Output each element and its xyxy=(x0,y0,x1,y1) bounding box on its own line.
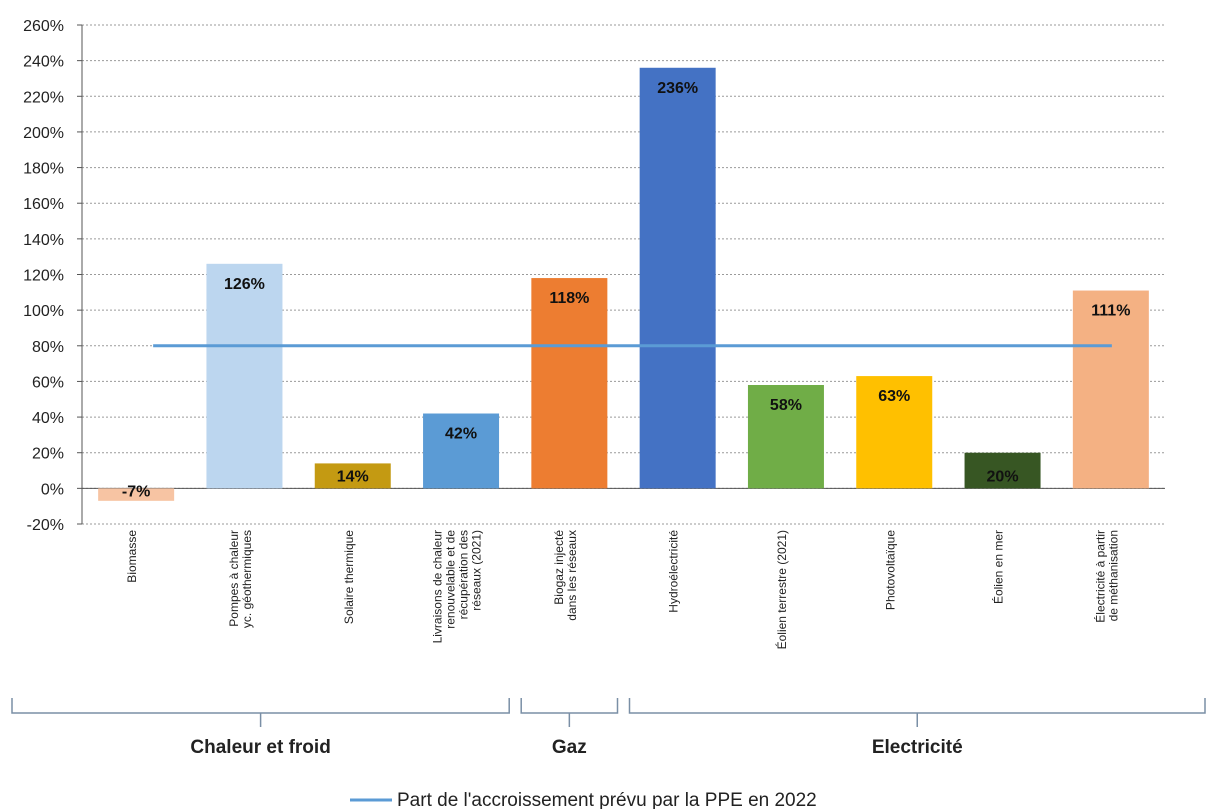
y-tick-label: 120% xyxy=(23,268,64,285)
category-label-line: réseaux (2021) xyxy=(470,530,484,611)
data-label: 111% xyxy=(1091,303,1130,320)
data-label: 14% xyxy=(337,468,369,485)
y-tick-label: 200% xyxy=(23,125,64,142)
y-tick-label: -20% xyxy=(27,517,64,534)
group-label: Chaleur et froid xyxy=(190,737,330,758)
y-tick-label: 140% xyxy=(23,232,64,249)
y-tick-label: 80% xyxy=(32,339,64,356)
category-label-line: Biomasse xyxy=(125,530,139,583)
data-label: 236% xyxy=(657,80,698,97)
y-tick-label: 40% xyxy=(32,410,64,427)
category-label-line: récupération des xyxy=(457,530,471,619)
data-label: 63% xyxy=(878,388,910,405)
group-label: Electricité xyxy=(872,737,963,758)
category-label: Photovoltaïque xyxy=(883,530,897,610)
category-label: Biogaz injectédans les réseaux xyxy=(552,530,579,621)
category-label-line: dans les réseaux xyxy=(565,530,579,621)
data-label: 42% xyxy=(445,426,477,443)
category-label-line: yc. géothermiques xyxy=(240,530,254,628)
y-tick-label: 220% xyxy=(23,89,64,106)
bar xyxy=(206,263,283,489)
legend-label: Part de l'accroissement prévu par la PPE… xyxy=(397,790,817,809)
y-tick-label: 240% xyxy=(23,54,64,71)
bar xyxy=(964,452,1041,489)
category-label-line: Éolien terrestre (2021) xyxy=(774,530,789,649)
y-tick-label: 60% xyxy=(32,374,64,391)
category-label: Hydroélectricité xyxy=(667,530,681,613)
category-label: Biomasse xyxy=(125,530,139,583)
category-label: Électricité à partirde méthanisation xyxy=(1092,530,1120,623)
bar xyxy=(423,413,500,489)
category-label-line: Biogaz injecté xyxy=(552,530,566,605)
bar xyxy=(1072,290,1149,489)
category-labels: Biomasse Pompes à chaleuryc. géothermique… xyxy=(125,530,1120,650)
category-label-line: Livraisons de chaleur xyxy=(431,530,445,643)
y-tick-label: 260% xyxy=(23,18,64,35)
category-label-line: renouvelable et de xyxy=(444,530,458,629)
bar xyxy=(531,278,608,489)
category-label-line: Éolien en mer xyxy=(991,530,1006,604)
y-tick-label: 100% xyxy=(23,303,64,320)
bar xyxy=(98,488,175,501)
data-label: 20% xyxy=(987,468,1019,485)
bar xyxy=(314,463,391,489)
y-tick-label: 0% xyxy=(41,481,64,498)
category-label-line: Solaire thermique xyxy=(342,530,356,624)
group-label: Gaz xyxy=(552,737,587,758)
category-label-line: Hydroélectricité xyxy=(667,530,681,613)
bar xyxy=(856,376,933,489)
category-groups: Chaleur et froid Gaz Electricité xyxy=(11,698,1206,758)
category-label-line: de méthanisation xyxy=(1106,530,1120,621)
group-bracket xyxy=(11,698,510,714)
category-label-line: Photovoltaïque xyxy=(883,530,897,610)
y-tick-label: 160% xyxy=(23,196,64,213)
data-label: 126% xyxy=(224,276,265,293)
category-label: Pompes à chaleuryc. géothermiques xyxy=(227,530,254,628)
category-label: Livraisons de chaleurrenouvelable et der… xyxy=(431,530,484,644)
group-bracket xyxy=(628,698,1206,714)
legend: Part de l'accroissement prévu par la PPE… xyxy=(350,790,817,809)
y-axis-ticks: -20% 0% 20% 40% 60% 80% 100% 120% 140% 160% 180% 20… xyxy=(23,18,64,534)
data-labels: -7% 126% 14% 42% 118% 236% 58% 63% 20% 111% xyxy=(122,80,1131,501)
category-label-line: Pompes à chaleur xyxy=(227,530,241,627)
category-label: Éolien terrestre (2021) xyxy=(774,530,789,649)
data-label: -7% xyxy=(122,483,150,500)
y-tick-label: 180% xyxy=(23,161,64,178)
category-label: Solaire thermique xyxy=(342,530,356,624)
bar xyxy=(639,67,716,489)
data-label: 118% xyxy=(549,290,589,307)
y-tick-label: 20% xyxy=(32,446,64,463)
category-label: Éolien en mer xyxy=(991,530,1006,604)
bars xyxy=(98,67,1149,501)
group-bracket xyxy=(520,698,619,714)
bar xyxy=(747,384,824,489)
category-label-line: Électricité à partir xyxy=(1092,530,1107,623)
data-label: 58% xyxy=(770,397,802,414)
